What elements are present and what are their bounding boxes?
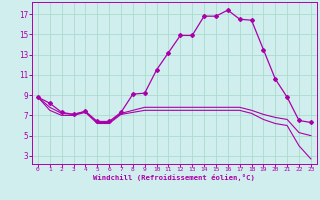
X-axis label: Windchill (Refroidissement éolien,°C): Windchill (Refroidissement éolien,°C) bbox=[93, 174, 255, 181]
